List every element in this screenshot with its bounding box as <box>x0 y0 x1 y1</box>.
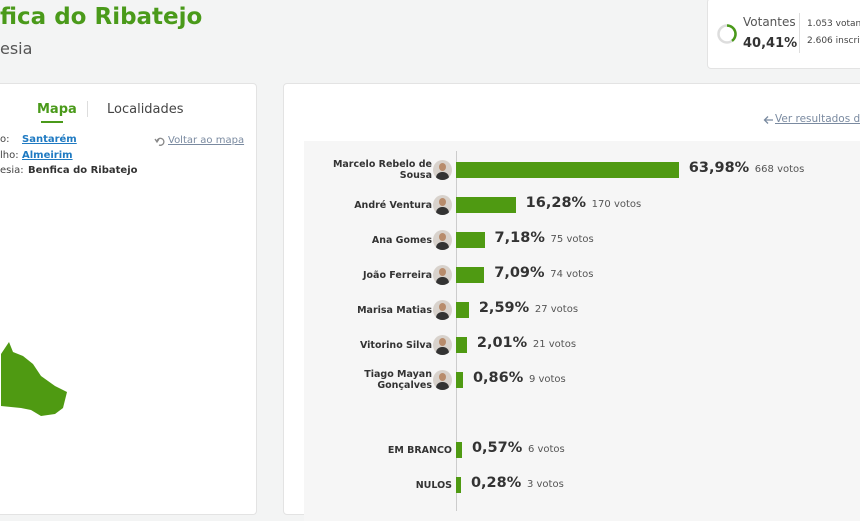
divider <box>799 13 800 53</box>
voters: 1.053 votant <box>807 19 860 29</box>
value-label: 0,57% <box>471 440 523 456</box>
vote-label: 9 votos <box>528 374 566 385</box>
vote-label: 6 votos <box>527 444 565 455</box>
turnout-label: Votantes <box>743 15 796 29</box>
avatar-head <box>439 163 446 171</box>
value-label: 16,28% <box>525 195 587 211</box>
avatar <box>433 370 452 390</box>
value-label: 0,28% <box>470 475 522 491</box>
vote-label: 668 votos <box>754 164 805 175</box>
tab[interactable]: Localidades <box>107 102 184 117</box>
category-label: Marisa Matias <box>357 304 432 316</box>
turnout-ring <box>717 24 737 44</box>
vote-label: 21 votos <box>532 339 577 350</box>
title: fica do Ribatejo <box>0 4 203 30</box>
bar <box>456 162 679 178</box>
back-icon <box>154 137 165 146</box>
avatar-body <box>436 347 449 355</box>
value-label: 2,59% <box>478 300 530 316</box>
avatar <box>433 265 452 285</box>
bar <box>456 197 516 213</box>
avatar-body <box>436 382 449 390</box>
category-label: EM BRANCO <box>387 444 452 456</box>
avatar <box>433 195 452 215</box>
avatar-body <box>436 207 449 215</box>
avatar-head <box>439 303 446 311</box>
avatar <box>433 335 452 355</box>
tab-divider <box>87 101 88 117</box>
bar <box>456 477 461 493</box>
turnout-value: 40,41% <box>743 36 798 51</box>
avatar-head <box>439 233 446 241</box>
location-value: Almeirim <box>22 149 73 161</box>
avatar-body <box>436 172 449 180</box>
location-value: Benfica do Ribatejo <box>28 165 138 176</box>
bar <box>456 267 485 283</box>
value-label: 63,98% <box>688 160 750 176</box>
value-label: 7,09% <box>494 265 545 281</box>
back-link[interactable]: Voltar ao mapa <box>168 135 245 146</box>
tab-underline <box>41 121 63 123</box>
map-shape <box>1 342 67 416</box>
avatar <box>433 160 452 180</box>
category-label: Tiago Mayan Gonçalves <box>364 369 432 391</box>
category-label: Ana Gomes <box>371 234 432 246</box>
avatar-head <box>439 268 446 276</box>
category-label: João Ferreira <box>362 269 432 281</box>
subtitle: esia <box>0 39 33 58</box>
category-label: Vitorino Silva <box>359 339 432 351</box>
registered: 2.606 inscrit <box>807 36 860 46</box>
vote-label: 75 votos <box>550 234 594 245</box>
avatar <box>433 300 452 320</box>
arrow-icon <box>763 116 773 124</box>
avatar-body <box>436 242 449 250</box>
avatar-head <box>439 198 446 206</box>
tab-active[interactable]: Mapa <box>37 102 77 117</box>
axis-line <box>456 151 457 511</box>
vote-label: 74 votos <box>550 269 594 280</box>
avatar-body <box>436 277 449 285</box>
bar <box>456 232 485 248</box>
location-label: lho: <box>0 149 19 161</box>
chart-area <box>304 141 860 521</box>
value-label: 7,18% <box>494 230 545 246</box>
value-label: 2,01% <box>476 335 528 351</box>
results-card: Ver resultados de <box>283 83 860 521</box>
location-label: o: <box>0 134 10 145</box>
location-value: Santarém <box>22 134 77 145</box>
avatar-head <box>439 373 446 381</box>
value-label: 0,86% <box>472 370 524 386</box>
avatar <box>433 230 452 250</box>
avatar-body <box>436 312 449 320</box>
bar <box>456 372 463 388</box>
results-link[interactable]: Ver resultados de <box>775 113 860 125</box>
category-label: NULOS <box>415 479 452 491</box>
category-label: André Ventura <box>354 199 432 211</box>
map-card: Mapa Localidades Voltar ao mapa <box>0 83 257 515</box>
bar <box>456 302 469 318</box>
category-label: Marcelo Rebelo de Sousa <box>332 159 432 181</box>
location-label: esia: <box>0 165 24 176</box>
vote-label: 27 votos <box>534 304 579 315</box>
vote-label: 3 votos <box>526 479 564 490</box>
turnout-box: Votantes 40,41% 1.053 votant 2.606 inscr… <box>707 0 860 69</box>
avatar-head <box>439 338 446 346</box>
bar <box>456 337 467 353</box>
bar <box>456 442 462 458</box>
vote-label: 170 votos <box>591 199 642 210</box>
